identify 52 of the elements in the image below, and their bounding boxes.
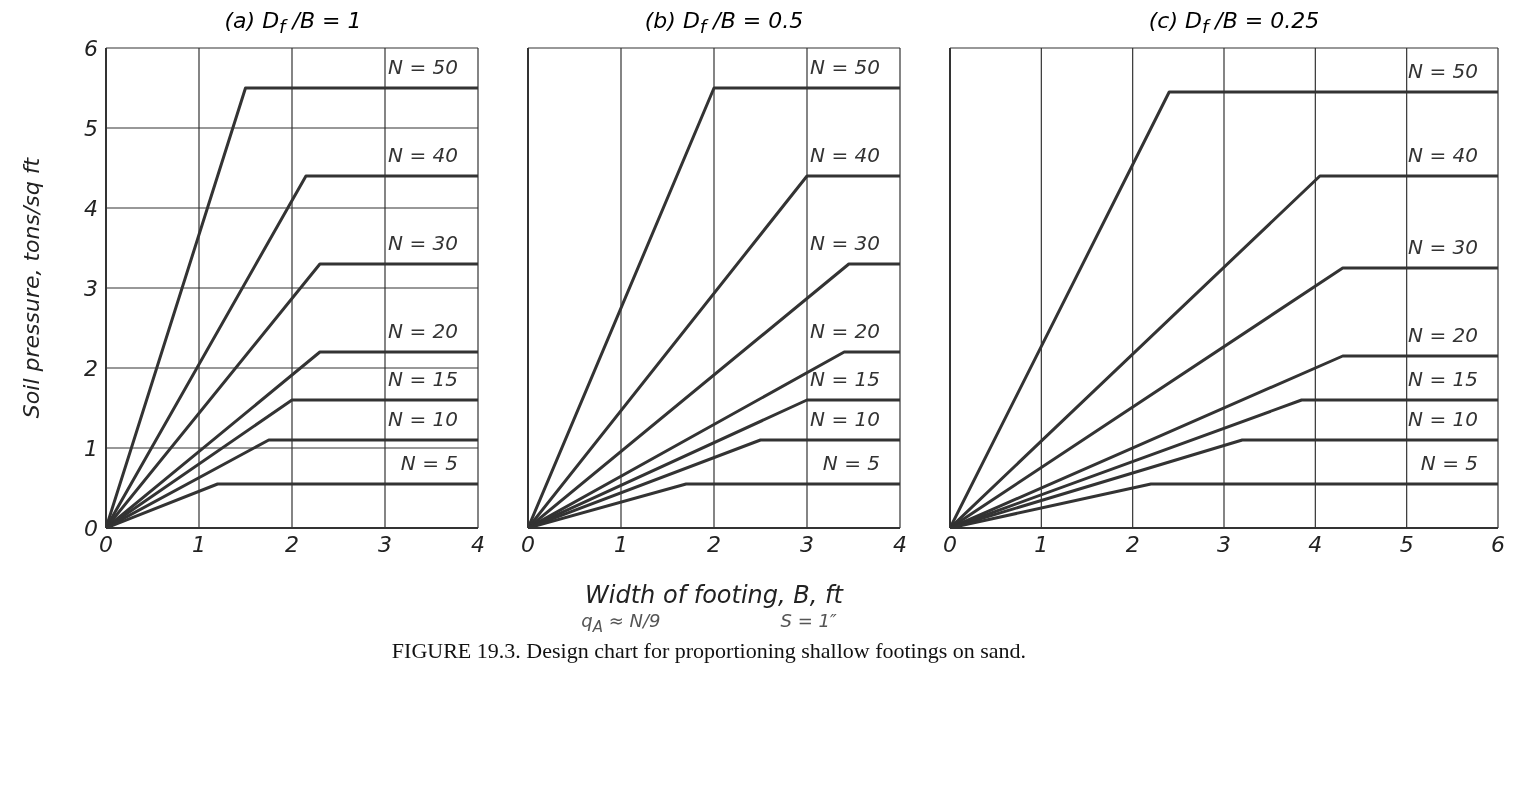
series-label: N = 10 <box>388 407 458 431</box>
series-label: N = 40 <box>1408 143 1478 167</box>
series-label: N = 5 <box>822 451 880 475</box>
series-label: N = 50 <box>1408 59 1478 83</box>
series-label: N = 50 <box>388 55 458 79</box>
series-label: N = 20 <box>810 319 880 343</box>
x-axis-title: Width of footing, B, ft <box>585 581 845 609</box>
series-label: N = 30 <box>1408 235 1478 259</box>
x-tick-label: 2 <box>285 531 299 557</box>
x-tick-label: 0 <box>521 531 535 557</box>
series-label: N = 20 <box>388 319 458 343</box>
series-label: N = 15 <box>1408 367 1478 391</box>
series-label: N = 5 <box>1420 451 1478 475</box>
x-tick-label: 3 <box>378 531 392 557</box>
y-tick-label: 2 <box>84 355 98 381</box>
text: S = 1″ <box>780 610 837 631</box>
series-label: N = 5 <box>400 451 458 475</box>
x-tick-label: 1 <box>1034 531 1049 557</box>
series-label: N = 10 <box>1408 407 1478 431</box>
y-axis-title: Soil pressure, tons/sq ft <box>18 156 44 419</box>
y-tick-label: 4 <box>84 195 98 221</box>
x-tick-label: 3 <box>1217 531 1231 557</box>
series-label: N = 15 <box>388 367 458 391</box>
chart-title: (c) D$_{f}$ /B = 0.25 <box>1147 8 1321 38</box>
x-tick-label: 5 <box>1399 531 1414 557</box>
y-tick-label: 3 <box>84 275 98 301</box>
x-tick-label: 4 <box>893 531 907 557</box>
series-label: N = 50 <box>810 55 880 79</box>
y-tick-label: 6 <box>84 35 98 61</box>
x-tick-label: 3 <box>800 531 814 557</box>
x-tick-label: 0 <box>943 531 957 557</box>
chart-title: (b) D$_{f}$ /B = 0.5 <box>643 8 805 38</box>
y-tick-label: 1 <box>84 435 98 461</box>
x-tick-label: 4 <box>1308 531 1323 557</box>
x-tick-label: 4 <box>471 531 485 557</box>
series-label: N = 15 <box>810 367 880 391</box>
x-tick-label: 1 <box>192 531 206 557</box>
x-tick-label: 1 <box>614 531 628 557</box>
y-tick-label: 5 <box>84 115 98 141</box>
series-label: N = 30 <box>388 231 458 255</box>
series-label: N = 10 <box>810 407 880 431</box>
caption: FIGURE 19.3. Design chart for proportioning shallow footings on sand. <box>390 637 1028 664</box>
series-label: N = 40 <box>810 143 880 167</box>
series-label: N = 20 <box>1408 323 1478 347</box>
series-label: N = 40 <box>388 143 458 167</box>
text: q$_{A}$ ≈ N/9 <box>581 610 661 636</box>
series-label: N = 30 <box>810 231 880 255</box>
y-tick-label: 0 <box>84 515 98 541</box>
chart-title: (a) D$_{f}$ /B = 1 <box>224 8 362 38</box>
x-tick-label: 2 <box>707 531 721 557</box>
x-tick-label: 2 <box>1125 531 1140 557</box>
x-tick-label: 6 <box>1491 531 1505 557</box>
